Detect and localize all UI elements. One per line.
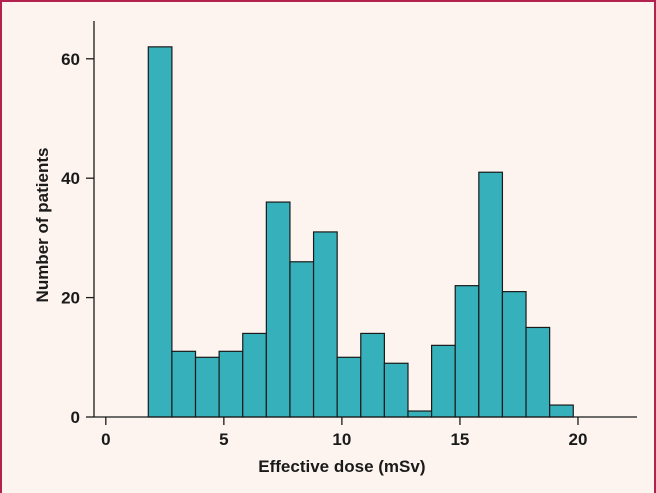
axes-group: 0 5 10 15 20 0 20 40 60	[61, 21, 637, 449]
x-tick-label-10: 10	[332, 430, 351, 449]
histogram-bar-15	[478, 171, 504, 418]
histogram-bar-6	[265, 201, 291, 418]
histogram-bar-10	[360, 332, 385, 418]
histogram-bar-3	[194, 356, 220, 418]
histogram-bar-7	[289, 261, 315, 418]
y-tick-label-0: 0	[71, 408, 80, 427]
x-tick-label-15: 15	[450, 430, 469, 449]
histogram-bar-1	[147, 46, 173, 418]
histogram-bar-2	[171, 350, 197, 418]
x-tick-label-20: 20	[569, 430, 588, 449]
x-tick-label-5: 5	[219, 430, 228, 449]
y-tick-label-40: 40	[61, 169, 80, 188]
bar-group	[147, 46, 574, 418]
y-axis-title: Number of patients	[33, 148, 52, 303]
histogram-bar-17	[525, 326, 551, 418]
histogram-bar-5	[242, 332, 267, 418]
x-axis-title: Effective dose (mSv)	[258, 457, 425, 476]
histogram-bar-11	[383, 362, 409, 418]
histogram-bar-8	[312, 231, 338, 418]
histogram-bar-12	[407, 410, 433, 418]
histogram-bar-9	[336, 356, 362, 418]
histogram-bar-14	[454, 285, 480, 418]
y-tick-label-20: 20	[61, 289, 80, 308]
histogram-bar-16	[501, 291, 527, 418]
histogram-bar-18	[549, 404, 574, 418]
histogram-bar-4	[218, 350, 244, 418]
histogram-bar-13	[431, 344, 456, 418]
x-tick-label-0: 0	[101, 430, 110, 449]
y-tick-label-60: 60	[61, 50, 80, 69]
